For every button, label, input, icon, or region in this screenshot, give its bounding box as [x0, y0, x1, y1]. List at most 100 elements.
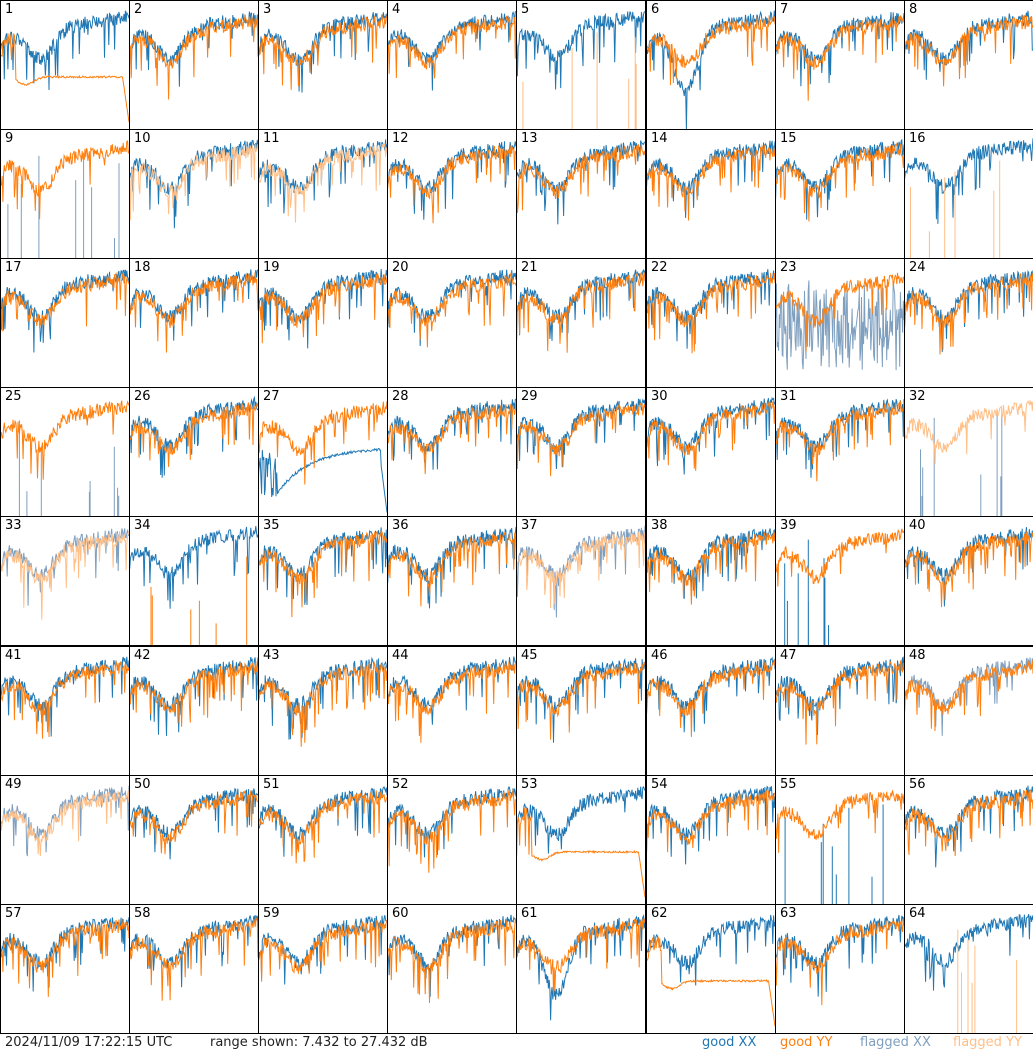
- series-xx-line: [904, 269, 1033, 353]
- series-yy-line: [646, 658, 776, 737]
- panel-label: 55: [780, 777, 797, 792]
- antenna-panel: 53: [516, 775, 646, 905]
- panel-plot: [0, 775, 130, 905]
- panel-label: 30: [651, 389, 668, 404]
- panel-plot: [646, 516, 776, 646]
- panel-label: 9: [5, 131, 14, 146]
- series-xx-line: [387, 526, 517, 609]
- series-yy-line: [904, 530, 1033, 608]
- panel-label: 24: [909, 260, 926, 275]
- antenna-panel: 45: [516, 646, 646, 776]
- series-xx-line: [387, 269, 517, 347]
- series-xx-line: [516, 657, 646, 743]
- series-yy-line: [957, 929, 1018, 1033]
- panel-border: [516, 387, 646, 517]
- panel-label: 33: [5, 518, 22, 533]
- panel-border: [775, 0, 905, 130]
- antenna-panel: 56: [904, 775, 1033, 905]
- panel-plot: [904, 258, 1033, 388]
- series-yy-line: [0, 33, 130, 123]
- panel-plot: [387, 387, 517, 517]
- series-xx-line: [904, 913, 1033, 991]
- panel-label: 51: [263, 777, 280, 792]
- antenna-panel: 24: [904, 258, 1033, 388]
- antenna-panel: 29: [516, 387, 646, 517]
- panel-plot: [387, 0, 517, 130]
- antenna-panel: 40: [904, 516, 1033, 646]
- series-xx-line: [258, 527, 388, 606]
- series-yy-line: [258, 790, 388, 864]
- panel-label: 38: [651, 518, 668, 533]
- antenna-panel: 59: [258, 904, 388, 1034]
- panel-plot: [258, 904, 388, 1034]
- panel-plot: [646, 646, 776, 776]
- series-yy-line: [775, 790, 905, 853]
- panel-label: 56: [909, 777, 926, 792]
- panel-plot: [775, 258, 905, 388]
- series-yy-line: [646, 15, 776, 86]
- panel-plot: [129, 258, 259, 388]
- panel-border: [904, 775, 1033, 905]
- antenna-panel: 23: [775, 258, 905, 388]
- series-yy-line: [516, 402, 646, 477]
- panel-plot: [516, 0, 646, 130]
- panel-label: 2: [134, 2, 143, 17]
- series-xx-line: [387, 914, 517, 997]
- panel-plot: [129, 775, 259, 905]
- panel-plot: [646, 904, 776, 1034]
- panel-label: 48: [909, 648, 926, 663]
- panel-plot: [516, 516, 646, 646]
- panel-border: [516, 516, 646, 646]
- antenna-panel: 52: [387, 775, 517, 905]
- series-yy-line: [129, 144, 259, 221]
- panel-plot: [904, 129, 1033, 259]
- series-xx-line: [129, 139, 259, 229]
- panel-label: 12: [392, 131, 409, 146]
- panel-plot: [646, 258, 776, 388]
- series-xx-line: [129, 657, 259, 736]
- series-xx-line: [646, 10, 776, 130]
- antenna-panel: 13: [516, 129, 646, 259]
- panel-plot: [775, 904, 905, 1034]
- panel-label: 1: [5, 2, 14, 17]
- series-yy-line: [516, 918, 646, 996]
- panel-label: 34: [134, 518, 151, 533]
- panel-label: 23: [780, 260, 797, 275]
- panel-border: [387, 516, 517, 646]
- panel-label: 40: [909, 518, 926, 533]
- panel-label: 62: [651, 906, 668, 921]
- series-yy-line: [129, 14, 259, 100]
- panel-label: 13: [521, 131, 538, 146]
- panel-label: 60: [392, 906, 409, 921]
- panel-label: 50: [134, 777, 151, 792]
- series-yy-line: [0, 400, 130, 480]
- series-yy-line: [0, 531, 130, 620]
- series-xx-line: [516, 11, 646, 90]
- series-xx-line: [0, 10, 130, 91]
- series-xx-line: [387, 398, 517, 470]
- panel-plot: [646, 775, 776, 905]
- panel-plot: [258, 516, 388, 646]
- antenna-panel: 55: [775, 775, 905, 905]
- antenna-panel: 58: [129, 904, 259, 1034]
- panel-border: [904, 646, 1033, 776]
- panel-plot: [646, 129, 776, 259]
- series-xx-line: [775, 656, 905, 736]
- series-yy-line: [0, 918, 130, 997]
- panel-border: [0, 0, 130, 130]
- antenna-panel: 21: [516, 258, 646, 388]
- antenna-panel: 5: [516, 0, 646, 130]
- series-yy-line: [516, 271, 646, 353]
- series-yy-line: [646, 790, 775, 853]
- panel-label: 25: [5, 389, 22, 404]
- panel-border: [258, 129, 388, 259]
- antenna-panel: 34: [129, 516, 259, 646]
- series-yy-line: [387, 918, 517, 1004]
- panel-label: 49: [5, 777, 22, 792]
- panel-border: [904, 129, 1033, 259]
- series-yy-line: [646, 144, 776, 221]
- antenna-panel: 1: [0, 0, 130, 130]
- panel-border: [129, 516, 259, 646]
- antenna-panel: 48: [904, 646, 1033, 776]
- antenna-panel: 35: [258, 516, 388, 646]
